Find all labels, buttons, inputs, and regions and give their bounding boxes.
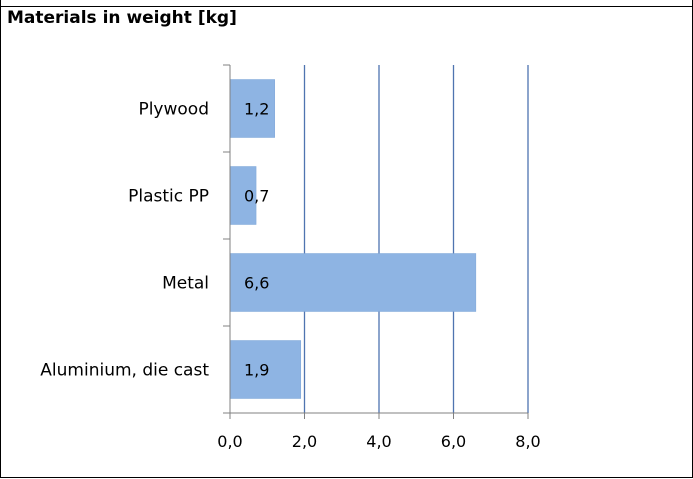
x-tick-label: 2,0	[292, 432, 317, 451]
data-label: 0,7	[244, 187, 269, 206]
axes	[223, 64, 529, 419]
data-label: 1,9	[244, 361, 269, 380]
x-tick-label: 6,0	[441, 432, 466, 451]
grid-lines	[303, 65, 529, 413]
bar	[229, 79, 275, 138]
chart-title: Materials in weight [kg]	[7, 8, 237, 28]
bar	[229, 340, 302, 399]
category-label: Aluminium, die cast	[40, 361, 209, 381]
data-label: 1,2	[244, 100, 269, 119]
category-label: Plastic PP	[128, 187, 209, 207]
x-tick-label: 8,0	[515, 432, 540, 451]
labels: Plywood Plastic PP Metal Aluminium, die cas…	[40, 100, 540, 452]
top-divider	[0, 6, 693, 7]
x-tick-label: 4,0	[366, 432, 391, 451]
category-label: Metal	[162, 274, 209, 294]
category-label: Plywood	[138, 100, 209, 120]
bars	[229, 79, 477, 399]
data-label: 6,6	[244, 274, 269, 293]
x-tick-label: 0,0	[217, 432, 242, 451]
bar	[229, 253, 477, 312]
